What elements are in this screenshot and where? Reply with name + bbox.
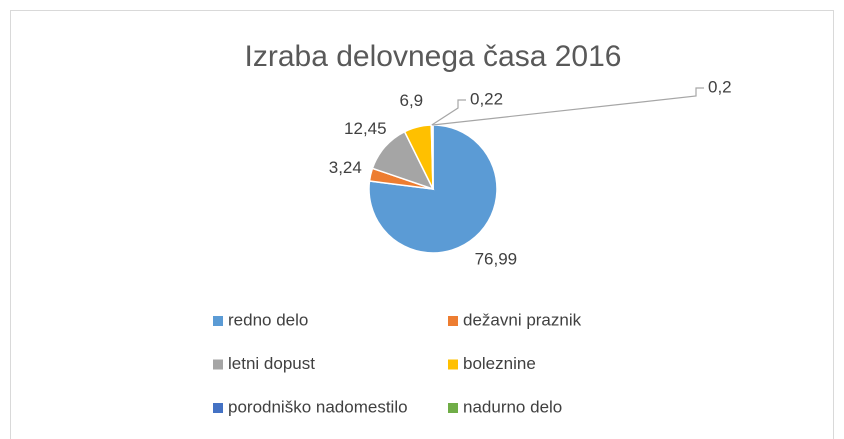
legend-swatch [448, 403, 458, 413]
legend-label: letni dopust [228, 354, 315, 373]
legend-swatch [448, 359, 458, 370]
legend-label: dežavni praznik [463, 310, 582, 329]
legend-label: nadurno delo [463, 397, 562, 416]
legend-label: boleznine [463, 354, 536, 373]
leader-line [432, 87, 704, 126]
pie-slice [368, 124, 498, 254]
legend-label: redno delo [228, 310, 308, 329]
legend-swatch [213, 403, 223, 413]
data-label: 12,45 [344, 119, 387, 138]
data-label: 0,22 [470, 89, 503, 108]
legend-label: porodniško nadomestilo [228, 397, 408, 416]
data-label: 3,24 [329, 158, 362, 177]
data-label: 6,9 [400, 91, 424, 110]
legend-swatch [448, 316, 458, 326]
leader-line [431, 99, 466, 126]
data-label: 76,99 [475, 250, 518, 269]
legend-swatch [213, 316, 223, 326]
legend-swatch [213, 359, 223, 370]
chart-title: Izraba delovnega časa 2016 [245, 40, 622, 73]
data-label: 0,2 [708, 77, 732, 96]
pie-slice [431, 124, 434, 190]
